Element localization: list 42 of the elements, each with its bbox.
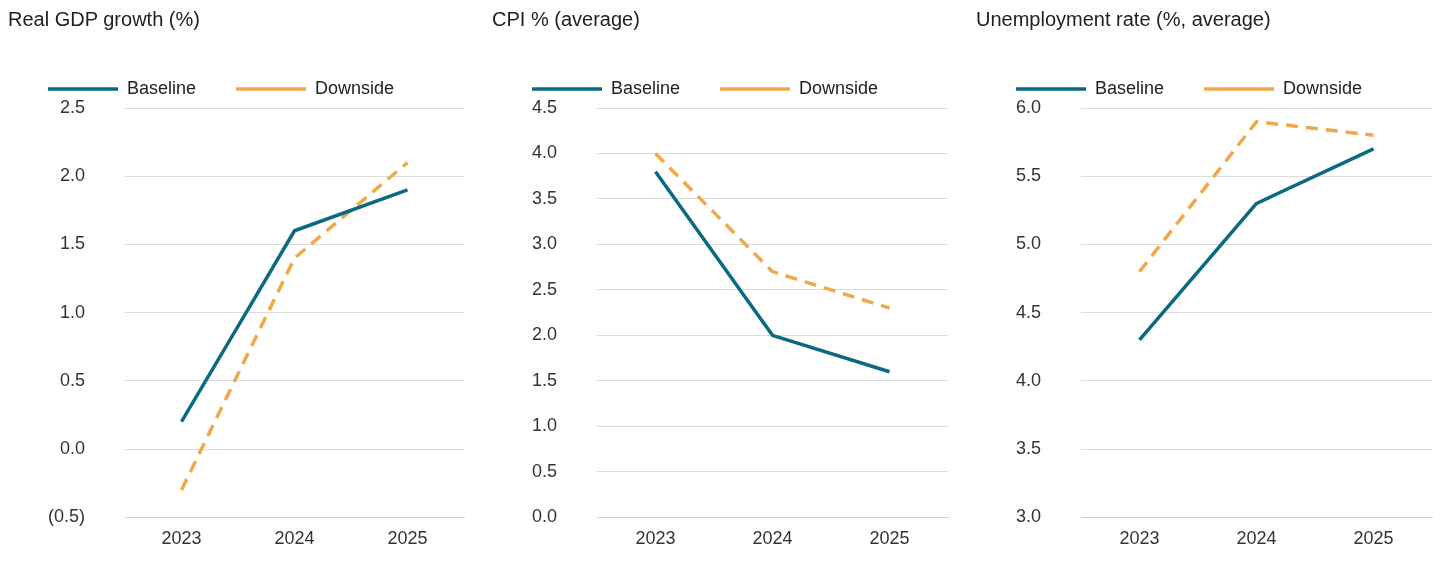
y-tick-label: 1.5 xyxy=(59,233,86,254)
y-tick-label: 0.0 xyxy=(59,437,86,458)
y-tick-label: 0.5 xyxy=(531,460,558,481)
x-tick-label: 2025 xyxy=(1353,527,1394,548)
x-tick-label: 2025 xyxy=(387,527,428,548)
y-tick-label: 4.0 xyxy=(1015,369,1042,390)
x-tick-label: 2024 xyxy=(752,527,793,548)
x-tick-label: 2024 xyxy=(1236,527,1277,548)
chart-title: Unemployment rate (%, average) xyxy=(976,7,1271,30)
legend-label: Downside xyxy=(799,77,879,98)
x-tick-label: 2024 xyxy=(274,527,315,548)
y-tick-label: 4.5 xyxy=(1015,301,1042,322)
y-tick-label: 3.5 xyxy=(531,187,558,208)
y-tick-label: 6.0 xyxy=(1015,96,1042,117)
chart-title: Real GDP growth (%) xyxy=(8,7,200,30)
y-tick-label: 0.5 xyxy=(59,369,86,390)
x-tick-label: 2023 xyxy=(1119,527,1160,548)
y-tick-label: 2.5 xyxy=(531,278,558,299)
x-tick-label: 2023 xyxy=(161,527,202,548)
y-tick-label: (0.5) xyxy=(48,506,86,527)
y-tick-label: 1.0 xyxy=(59,301,86,322)
chart-title: CPI % (average) xyxy=(492,7,640,30)
legend-label: Baseline xyxy=(1095,77,1165,98)
y-tick-label: 2.5 xyxy=(59,96,86,117)
legend-label: Downside xyxy=(315,77,395,98)
y-tick-label: 2.0 xyxy=(59,165,86,186)
y-tick-label: 2.0 xyxy=(531,324,558,345)
legend-label: Baseline xyxy=(127,77,197,98)
legend-label: Baseline xyxy=(611,77,681,98)
y-tick-label: 1.5 xyxy=(531,369,558,390)
y-tick-label: 5.0 xyxy=(1015,233,1042,254)
y-tick-label: 3.0 xyxy=(1015,506,1042,527)
y-tick-label: 4.5 xyxy=(531,96,558,117)
y-tick-label: 0.0 xyxy=(531,506,558,527)
y-tick-label: 4.0 xyxy=(531,142,558,163)
y-tick-label: 5.5 xyxy=(1015,165,1042,186)
y-tick-label: 3.5 xyxy=(1015,437,1042,458)
x-tick-label: 2025 xyxy=(869,527,910,548)
x-tick-label: 2023 xyxy=(635,527,676,548)
y-tick-label: 3.0 xyxy=(531,233,558,254)
y-tick-label: 1.0 xyxy=(531,415,558,436)
legend-label: Downside xyxy=(1283,77,1363,98)
